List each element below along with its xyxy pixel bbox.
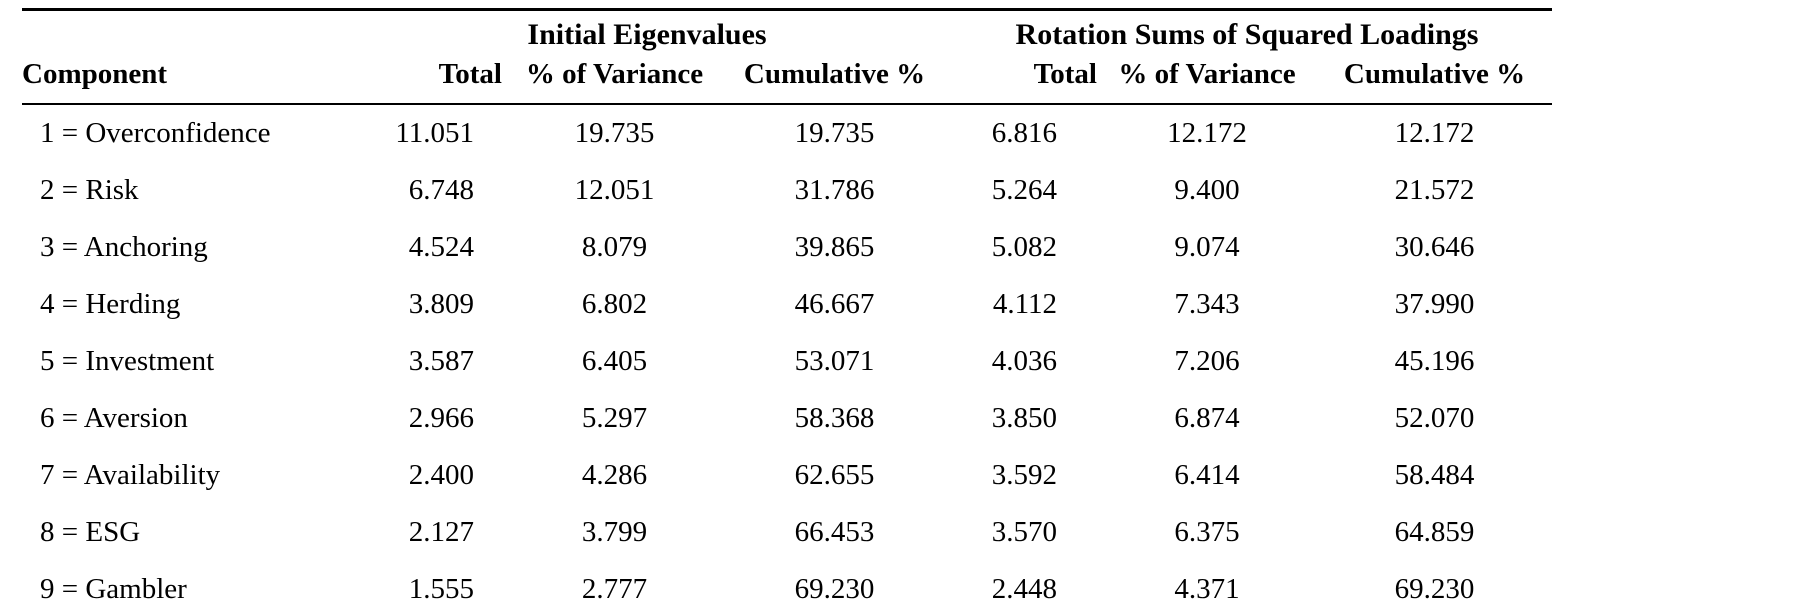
cell-value: 6.405 [581,345,648,377]
cell-component: 2 = Risk [40,174,139,206]
cell-value: 9.074 [1174,231,1240,263]
cell-value: 62.655 [794,459,875,491]
table-row: 5 = Investment 3.587 6.405 53.071 4.036 7.206… [22,333,1552,390]
table-row: 8 = ESG 2.127 3.799 66.453 3.570 6.375 64.859 [22,504,1552,561]
table-header: Initial Eigenvalues Rotation Sums of Squ… [22,10,1552,104]
cell-value: 9.400 [1174,174,1240,206]
cell-value: 58.484 [1394,459,1475,491]
cell-value: 8.079 [581,231,648,263]
cell-value: 12.051 [574,174,655,206]
cell-value: 11.051 [395,117,474,149]
cell-value: 2.777 [581,573,648,605]
cell-value: 46.667 [794,288,875,320]
column-header-cumulative-rotation: Cumulative % [1343,58,1526,90]
cell-value: 7.206 [1174,345,1240,377]
cell-value: 3.809 [408,288,474,320]
column-header-total-initial: Total [438,58,502,90]
cell-value: 4.371 [1174,573,1240,605]
cell-value: 6.375 [1174,516,1240,548]
cell-value: 3.587 [408,345,474,377]
cell-component: 7 = Availability [40,459,221,491]
cell-value: 3.570 [991,516,1057,548]
group-header-row: Initial Eigenvalues Rotation Sums of Squ… [22,10,1552,53]
table-row: 7 = Availability 2.400 4.286 62.655 3.592 6.4… [22,447,1552,504]
cell-value: 58.368 [794,402,875,434]
cell-value: 6.748 [408,174,474,206]
cell-value: 3.850 [991,402,1057,434]
column-header-cumulative-initial: Cumulative % [743,58,926,90]
cell-value: 66.453 [794,516,875,548]
cell-value: 30.646 [1394,231,1475,263]
cell-value: 5.264 [991,174,1057,206]
table-row: 1 = Overconfidence 11.051 19.735 19.735 6.81… [22,104,1552,162]
cell-value: 12.172 [1394,117,1475,149]
table-row: 4 = Herding 3.809 6.802 46.667 4.112 7.343 37.… [22,276,1552,333]
table-row: 3 = Anchoring 4.524 8.079 39.865 5.082 9.074 3… [22,219,1552,276]
column-header-component: Component [22,58,168,90]
cell-value: 2.400 [408,459,474,491]
cell-value: 2.448 [991,573,1057,605]
cell-value: 52.070 [1394,402,1475,434]
table-body: 1 = Overconfidence 11.051 19.735 19.735 6.81… [22,104,1552,608]
cell-value: 2.966 [408,402,474,434]
cell-value: 6.414 [1174,459,1240,491]
cell-value: 2.127 [408,516,474,548]
cell-component: 4 = Herding [40,288,181,320]
cell-value: 12.172 [1167,117,1247,149]
cell-value: 5.082 [991,231,1057,263]
table-row: 6 = Aversion 2.966 5.297 58.368 3.850 6.874 52… [22,390,1552,447]
cell-component: 9 = Gambler [40,573,187,605]
cell-value: 4.036 [991,345,1057,377]
cell-value: 39.865 [794,231,875,263]
column-header-row: Component Total % of Variance Cumulative… [22,52,1552,104]
cell-component: 1 = Overconfidence [40,117,271,149]
column-header-total-rotation: Total [1033,58,1097,90]
cell-value: 6.816 [991,117,1057,149]
table-row: 2 = Risk 6.748 12.051 31.786 5.264 9.400 21.57… [22,162,1552,219]
cell-value: 1.555 [408,573,474,605]
cell-value: 6.802 [581,288,648,320]
eigenvalues-table: Initial Eigenvalues Rotation Sums of Squ… [22,8,1552,608]
cell-value: 53.071 [794,345,875,377]
cell-value: 7.343 [1174,288,1240,320]
cell-component: 6 = Aversion [40,402,188,434]
column-header-variance-initial: % of Variance [525,58,704,90]
group-header-initial-eigenvalues: Initial Eigenvalues [527,18,767,51]
cell-value: 4.524 [408,231,474,263]
cell-value: 6.874 [1174,402,1240,434]
cell-value: 45.196 [1394,345,1475,377]
cell-value: 3.799 [581,516,648,548]
column-header-variance-rotation: % of Variance [1118,58,1296,90]
group-header-spacer [22,10,352,53]
cell-value: 4.112 [992,288,1057,320]
cell-value: 31.786 [794,174,875,206]
cell-value: 37.990 [1394,288,1475,320]
cell-value: 69.230 [794,573,875,605]
cell-value: 5.297 [581,402,648,434]
cell-value: 19.735 [794,117,875,149]
cell-component: 5 = Investment [40,345,215,377]
cell-value: 21.572 [1394,174,1475,206]
cell-component: 8 = ESG [40,516,141,548]
cell-component: 3 = Anchoring [40,231,208,263]
cell-value: 69.230 [1394,573,1475,605]
cell-value: 64.859 [1394,516,1475,548]
table-row: 9 = Gambler 1.555 2.777 69.230 2.448 4.371 69.… [22,561,1552,608]
cell-value: 4.286 [581,459,648,491]
cell-value: 19.735 [574,117,655,149]
group-header-rotation-sums: Rotation Sums of Squared Loadings [1015,18,1479,51]
cell-value: 3.592 [991,459,1057,491]
